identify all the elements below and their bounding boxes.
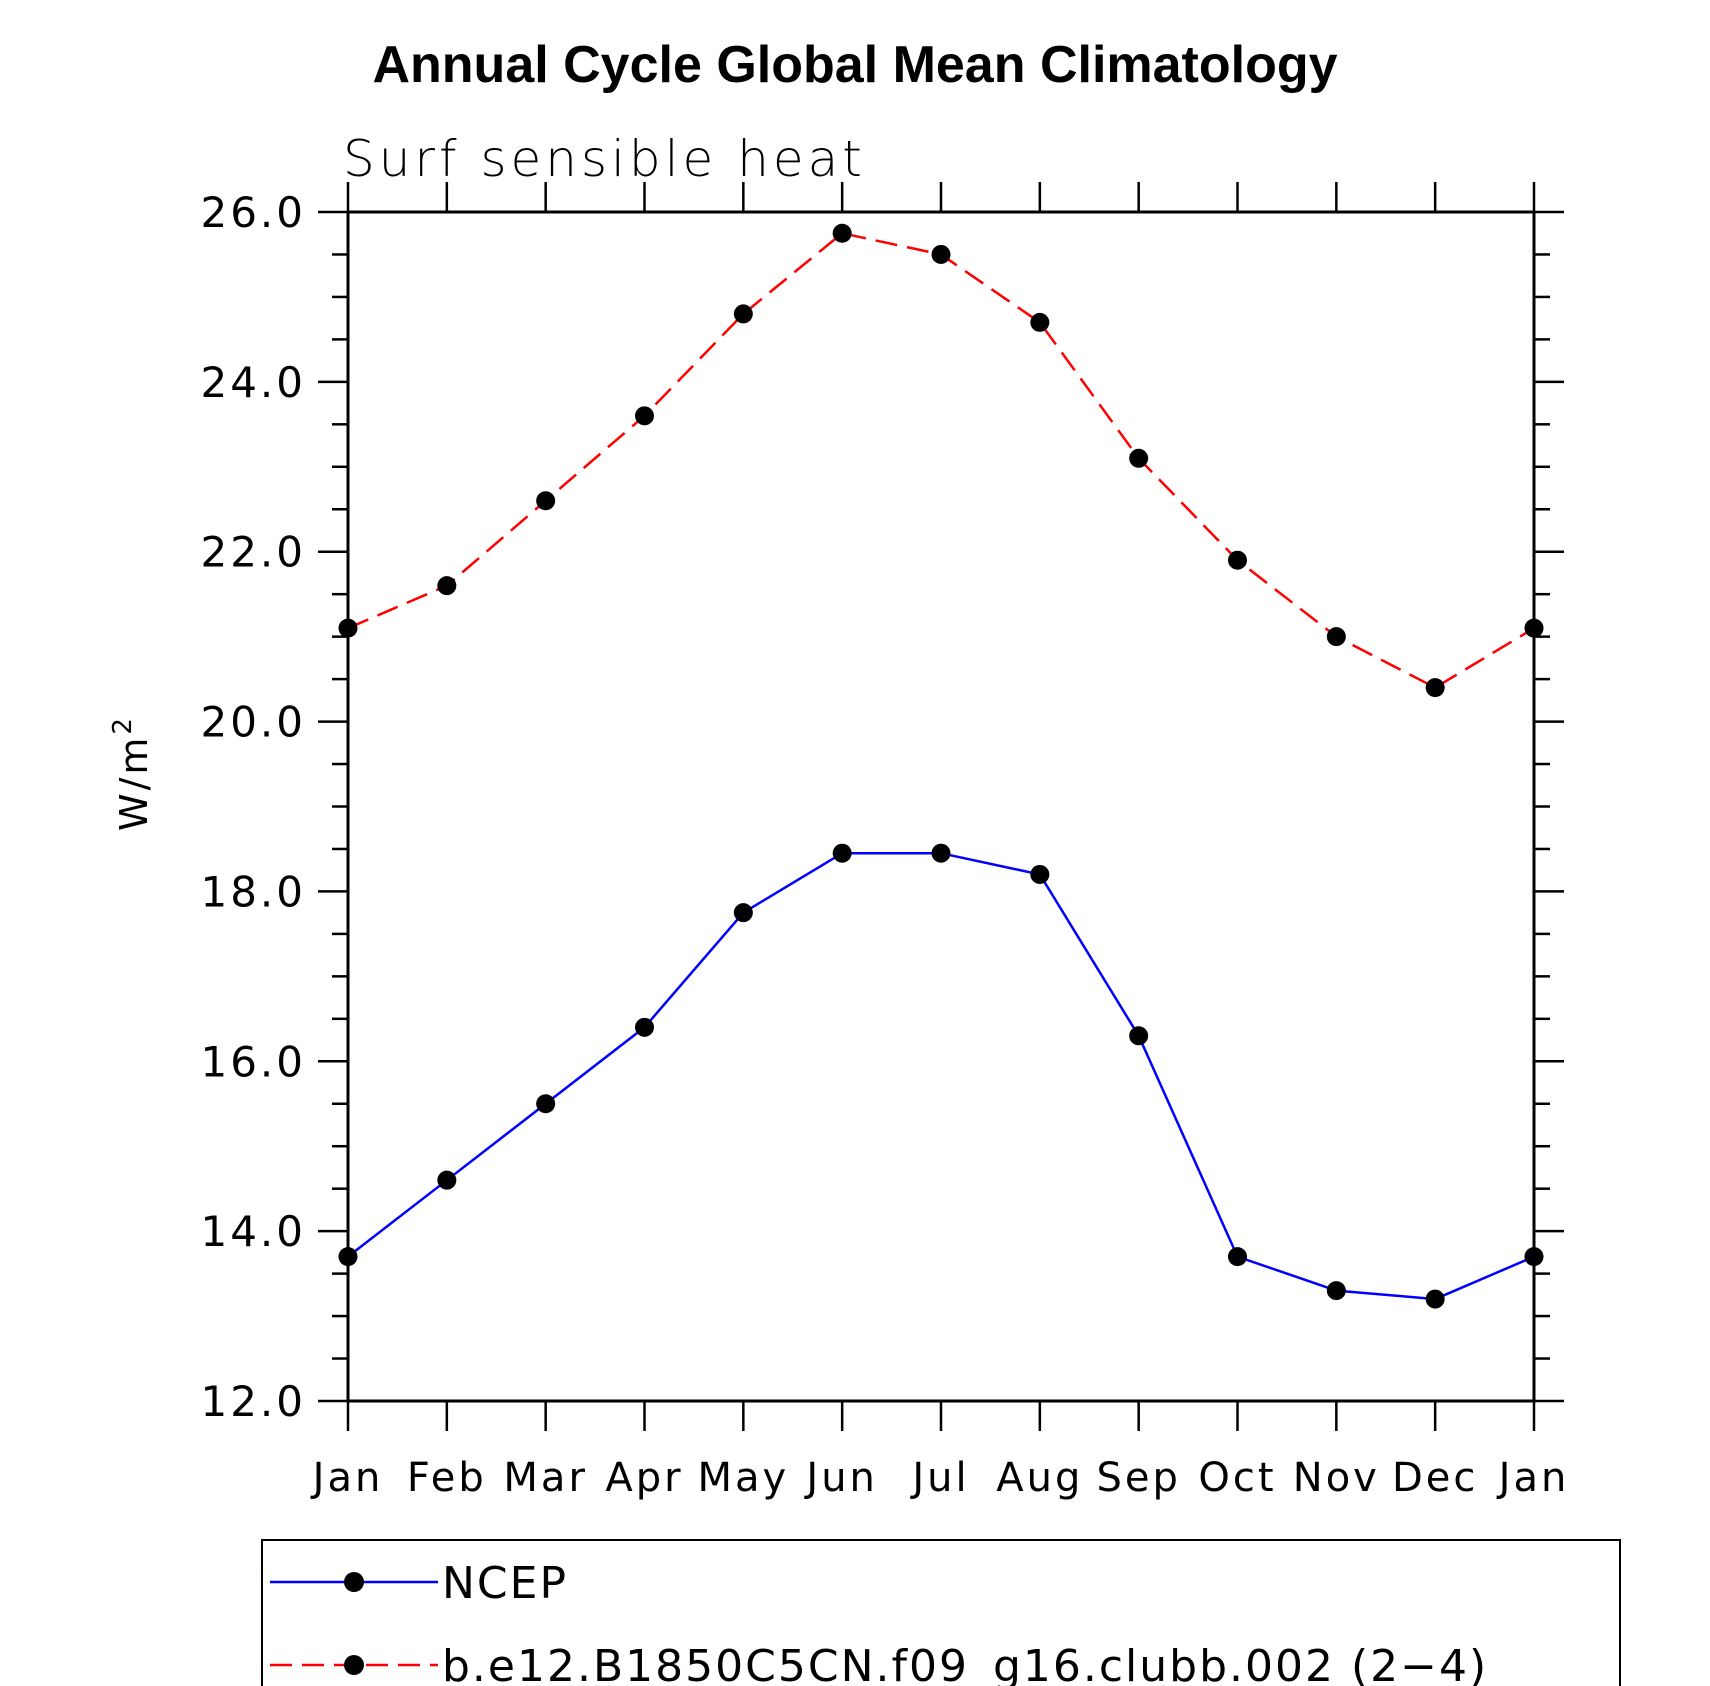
legend-marker-2 <box>344 1655 364 1675</box>
y-tick-label: 14.0 <box>200 1207 306 1256</box>
series-layer <box>338 223 1544 1309</box>
series-1-point <box>635 1017 654 1037</box>
series-2-point <box>832 223 852 243</box>
series-2-point <box>1524 618 1544 638</box>
chart-subtitle: Surf sensible heat <box>343 130 866 188</box>
x-tick-label: May <box>697 1455 789 1501</box>
series-1-point <box>1524 1247 1544 1267</box>
legend: NCEP b.e12.B1850C5CN.f09_g16.clubb.002 (2… <box>261 1539 1621 1686</box>
y-axis-label: W/m2 <box>108 715 156 831</box>
series-2-point <box>635 406 654 426</box>
series-1-point <box>1425 1289 1445 1309</box>
y-tick-label: 26.0 <box>200 188 306 237</box>
series-1-point <box>437 1170 457 1190</box>
x-tick-label: Sep <box>1096 1455 1180 1501</box>
series-2-point <box>437 576 457 596</box>
y-axis-label-superscript: 2 <box>108 715 138 735</box>
series-2-point <box>1129 448 1149 468</box>
y-tick-label: 22.0 <box>200 528 306 577</box>
axes: 12.0 14.0 16.0 18.0 20.0 22.0 24.0 26.0 Jan Feb Ma… <box>200 182 1570 1501</box>
legend-marker-1 <box>344 1572 364 1592</box>
series-2-point <box>1030 312 1050 332</box>
series-2-point <box>931 244 951 264</box>
x-tick-label: Mar <box>503 1455 587 1501</box>
x-tick-label: Dec <box>1392 1455 1478 1501</box>
x-tick-label: Oct <box>1198 1455 1276 1501</box>
x-tick-label: Aug <box>996 1455 1083 1501</box>
x-tick-label: Jan <box>310 1455 384 1501</box>
x-tick-label: Nov <box>1293 1455 1380 1501</box>
y-tick-label: 20.0 <box>200 698 306 747</box>
series-1-point <box>733 903 753 923</box>
x-tick-label: Apr <box>605 1455 683 1501</box>
y-tick-label: 18.0 <box>200 867 306 916</box>
series-2-point <box>1425 678 1445 698</box>
series-1-point <box>931 843 951 863</box>
series-2-point <box>338 618 358 638</box>
series-1-point <box>1030 864 1050 884</box>
y-tick-label: 16.0 <box>200 1037 306 1086</box>
series-1-point <box>536 1094 556 1114</box>
x-tick-label: Jun <box>803 1455 878 1501</box>
series-2-point <box>733 304 753 324</box>
series-1-point <box>832 843 852 863</box>
y-tick-label: 24.0 <box>200 358 306 407</box>
y-axis-label-text: W/m <box>112 735 156 831</box>
y-tick-label: 12.0 <box>200 1377 306 1426</box>
series-line-1 <box>347 851 1535 1301</box>
series-1-point <box>1326 1281 1346 1301</box>
legend-label-1: NCEP <box>442 1558 568 1609</box>
x-tick-label: Jan <box>1496 1455 1570 1501</box>
series-line-2 <box>347 231 1535 690</box>
plot-frame <box>346 210 1536 1403</box>
x-tick-label: Jul <box>909 1455 969 1501</box>
series-1-point <box>1228 1247 1247 1267</box>
series-2-point <box>536 491 556 511</box>
legend-label-2: b.e12.B1850C5CN.f09_g16.clubb.002 (2−4) <box>442 1641 1488 1686</box>
series-2-point <box>1228 550 1247 570</box>
legend-box <box>261 1539 1621 1686</box>
chart-title: Annual Cycle Global Mean Climatology <box>372 36 1337 94</box>
series-1-point <box>338 1247 358 1267</box>
series-1-point <box>1129 1026 1149 1046</box>
series-2-point <box>1326 627 1346 647</box>
x-tick-label: Feb <box>407 1455 487 1501</box>
